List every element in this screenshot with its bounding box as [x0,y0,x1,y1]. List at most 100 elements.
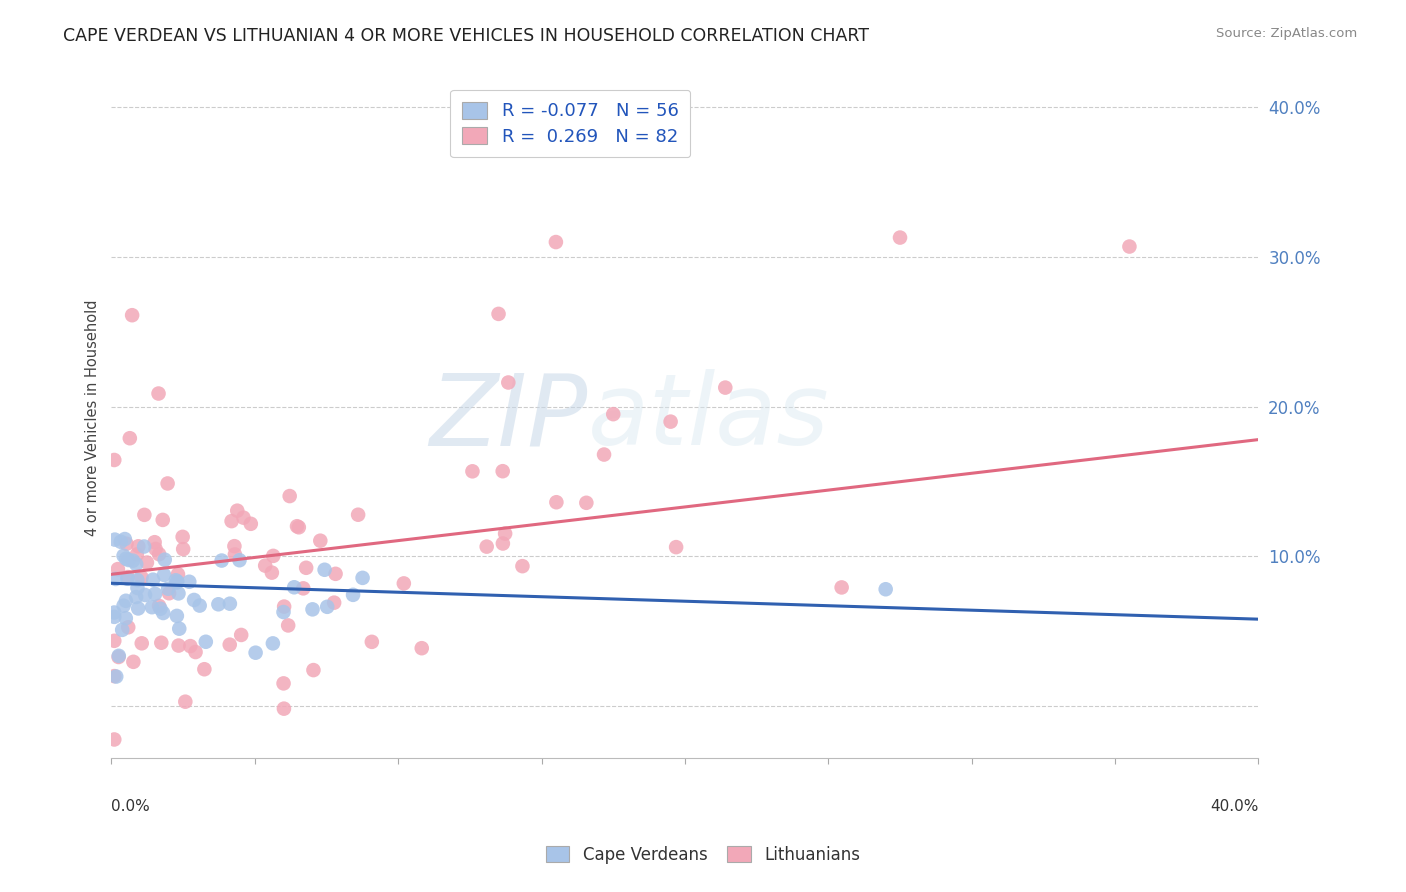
Point [157,582,180,596]
Point [105,669,128,683]
Point [218,597,240,611]
Point [231,628,253,642]
Text: CAPE VERDEAN VS LITHUANIAN 4 OR MORE VEHICLES IN HOUSEHOLD CORRELATION CHART: CAPE VERDEAN VS LITHUANIAN 4 OR MORE VEH… [63,27,869,45]
Point [488,307,510,321]
Point [323,596,346,610]
Point [121,308,143,322]
Point [110,534,132,549]
Point [273,599,295,614]
Point [575,496,598,510]
Point [153,552,176,566]
Point [875,582,897,597]
Point [659,415,682,429]
Point [273,701,295,715]
Point [226,504,249,518]
Point [179,574,201,589]
Point [150,636,173,650]
Point [112,599,135,613]
Point [188,599,211,613]
Point [172,530,194,544]
Point [115,594,138,608]
Point [392,576,415,591]
Point [103,606,125,620]
Point [103,732,125,747]
Point [117,572,139,586]
Point [167,622,190,636]
Legend: Cape Verdeans, Lithuanians: Cape Verdeans, Lithuanians [540,839,866,871]
Point [347,508,370,522]
Point [228,553,250,567]
Text: atlas: atlas [588,369,830,467]
Point [224,548,246,562]
Point [544,235,567,249]
Point [218,638,240,652]
Point [179,639,201,653]
Point [262,549,284,563]
Point [117,553,139,567]
Point [184,645,207,659]
Point [278,489,301,503]
Point [149,601,172,615]
Point [136,556,159,570]
Point [325,566,347,581]
Point [283,580,305,594]
Point [127,601,149,615]
Point [889,230,911,244]
Point [145,541,167,556]
Point [127,581,149,595]
Point [714,381,737,395]
Point [103,453,125,467]
Point [115,537,138,551]
Point [118,431,141,445]
Point [193,662,215,676]
Point [141,600,163,615]
Point [831,581,853,595]
Point [183,593,205,607]
Point [277,618,299,632]
Text: 0.0%: 0.0% [111,799,150,814]
Point [122,554,145,568]
Point [104,572,127,586]
Point [167,639,190,653]
Point [153,567,176,582]
Point [134,540,156,554]
Point [302,663,325,677]
Point [104,533,127,547]
Point [498,376,520,390]
Point [131,636,153,650]
Point [494,526,516,541]
Point [232,510,254,524]
Point [148,599,170,613]
Point [103,669,125,683]
Point [134,588,156,602]
Point [285,519,308,533]
Point [167,567,190,582]
Point [125,590,148,604]
Point [125,548,148,562]
Point [166,608,188,623]
Point [342,588,364,602]
Point [221,514,243,528]
Point [134,508,156,522]
Point [103,610,125,624]
Point [245,646,267,660]
Point [292,582,315,596]
Point [475,540,498,554]
Point [148,386,170,401]
Point [461,464,484,478]
Point [239,516,262,531]
Point [165,574,187,588]
Point [167,586,190,600]
Point [352,571,374,585]
Point [103,633,125,648]
Point [665,540,688,554]
Point [152,606,174,620]
Point [546,495,568,509]
Point [260,566,283,580]
Point [254,558,277,573]
Point [107,648,129,663]
Point [262,636,284,650]
Point [127,573,149,587]
Point [309,533,332,548]
Point [156,476,179,491]
